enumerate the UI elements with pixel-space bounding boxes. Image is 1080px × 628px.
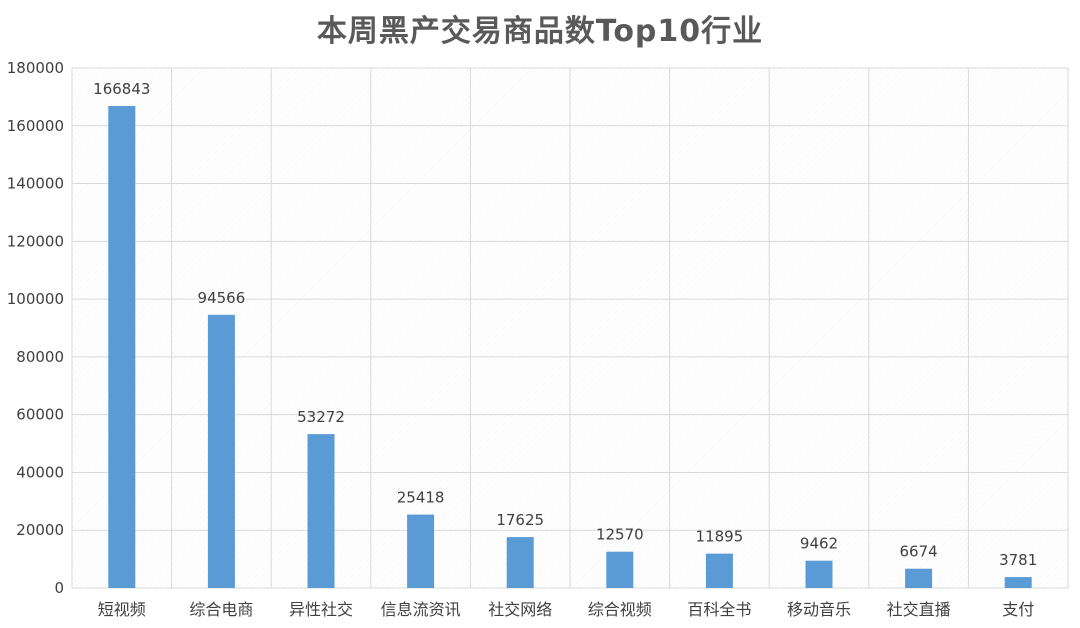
bar: [506, 537, 534, 588]
x-tick-label: 异性社交: [289, 600, 353, 619]
bar: [1004, 577, 1032, 588]
y-tick-label: 120000: [7, 232, 64, 250]
x-tick-label: 社交直播: [887, 600, 951, 619]
data-label: 12570: [596, 526, 644, 544]
x-tick-label: 综合电商: [189, 600, 253, 619]
bar: [905, 568, 933, 588]
x-tick-label: 短视频: [98, 600, 146, 619]
x-tick-label: 综合视频: [588, 600, 652, 619]
data-label: 11895: [696, 528, 744, 546]
x-tick-label: 支付: [1002, 600, 1034, 619]
y-tick-label: 40000: [16, 463, 64, 481]
bar: [805, 560, 833, 588]
x-tick-label: 移动音乐: [787, 600, 851, 619]
bar: [606, 551, 634, 588]
x-tick-label: 信息流资讯: [381, 600, 461, 619]
bar: [407, 514, 435, 588]
x-tick-label: 社交网络: [488, 600, 552, 619]
bars: [108, 106, 1032, 589]
data-label: 6674: [900, 543, 938, 561]
x-tick-label: 百科全书: [687, 600, 751, 619]
y-axis-ticks: 0 20000 40000 60000 80000 100000 120000 140000 1…: [7, 59, 64, 597]
y-tick-label: 60000: [16, 406, 64, 424]
y-tick-label: 180000: [7, 59, 64, 77]
y-tick-label: 100000: [7, 290, 64, 308]
data-label: 25418: [397, 489, 445, 507]
y-tick-label: 0: [54, 579, 64, 597]
y-tick-label: 80000: [16, 348, 64, 366]
data-label: 3781: [999, 551, 1037, 569]
data-label: 17625: [496, 511, 544, 529]
bar: [108, 106, 136, 589]
y-tick-label: 160000: [7, 117, 64, 135]
y-tick-label: 20000: [16, 521, 64, 539]
chart-title: 本周黑产交易商品数Top10行业: [316, 14, 764, 49]
data-label: 166843: [93, 80, 150, 98]
data-label: 94566: [198, 289, 246, 307]
x-axis-ticks: 短视频 综合电商 异性社交 信息流资讯 社交网络 综合视频 百科全书 移动音乐 社交直播 支付: [98, 600, 1034, 619]
data-labels: 166843 94566 53272 25418 17625 12570 11895 9462…: [93, 80, 1037, 569]
bar: [207, 314, 235, 588]
bar: [307, 434, 335, 588]
data-label: 53272: [297, 408, 345, 426]
grid-lines: [71, 67, 1069, 589]
data-label: 9462: [800, 535, 838, 553]
bar: [705, 553, 733, 588]
y-tick-label: 140000: [7, 175, 64, 193]
